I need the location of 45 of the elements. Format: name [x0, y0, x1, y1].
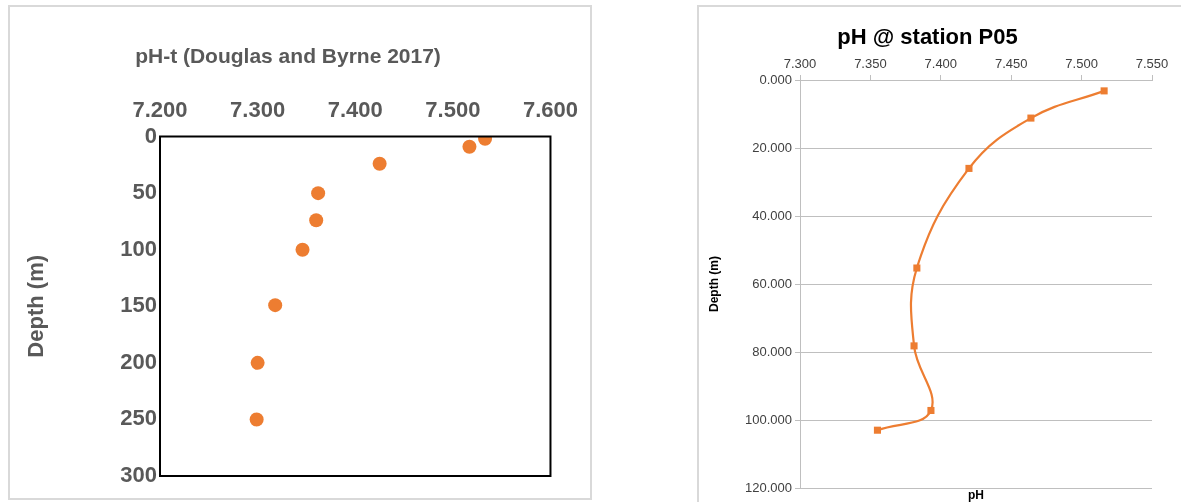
- point: [910, 342, 918, 350]
- y-tick-label: 80.000: [752, 343, 792, 359]
- point: [295, 242, 310, 257]
- y-tick-label: 150: [120, 292, 157, 318]
- y-tick-label: 200: [120, 348, 157, 374]
- y-tick-label: 20.000: [752, 139, 792, 155]
- x-tick-label: 7.500: [1065, 55, 1098, 71]
- point: [268, 298, 283, 313]
- point: [250, 355, 265, 370]
- x-tick-label: 7.400: [924, 55, 958, 71]
- y-tick-label: 50: [132, 179, 157, 205]
- point: [249, 412, 264, 427]
- point: [372, 156, 387, 171]
- y-tick-label: 250: [120, 405, 157, 431]
- y-tick-label: 120.000: [745, 479, 792, 495]
- y-axis-title: Depth (m): [23, 254, 49, 358]
- point: [462, 139, 477, 154]
- x-tick-label: 7.450: [994, 55, 1028, 71]
- point: [913, 264, 921, 272]
- x-tick-label: 7.300: [230, 97, 286, 123]
- x-tick-label: 7.200: [132, 97, 188, 123]
- point: [927, 406, 935, 415]
- y-axis-title: Depth (m): [706, 256, 721, 312]
- y-tick-label: 40.000: [752, 207, 792, 223]
- x-tick-label: 7.600: [522, 97, 578, 123]
- x-tick-label: 7.300: [783, 55, 817, 71]
- point: [311, 186, 326, 201]
- point: [873, 426, 881, 434]
- point: [965, 164, 973, 172]
- x-tick-label: 7.350: [854, 55, 887, 71]
- chart-title: pH @ station P05: [837, 24, 1018, 50]
- x-tick-label: 7.500: [425, 97, 481, 123]
- y-tick-label: 0.000: [759, 71, 792, 87]
- x-tick-label: 7.550: [1135, 55, 1169, 71]
- point: [1100, 87, 1108, 95]
- x-axis-title: pH: [968, 488, 984, 502]
- x-tick-label: 7.400: [327, 97, 383, 123]
- point: [309, 213, 324, 228]
- chart-title: pH-t (Douglas and Byrne 2017): [135, 44, 441, 68]
- y-tick-label: 60.000: [752, 275, 792, 291]
- y-tick-label: 300: [120, 462, 157, 488]
- y-tick-label: 100.000: [745, 411, 792, 427]
- point: [1027, 114, 1035, 122]
- y-tick-label: 0: [144, 122, 157, 148]
- y-tick-label: 100: [120, 235, 157, 261]
